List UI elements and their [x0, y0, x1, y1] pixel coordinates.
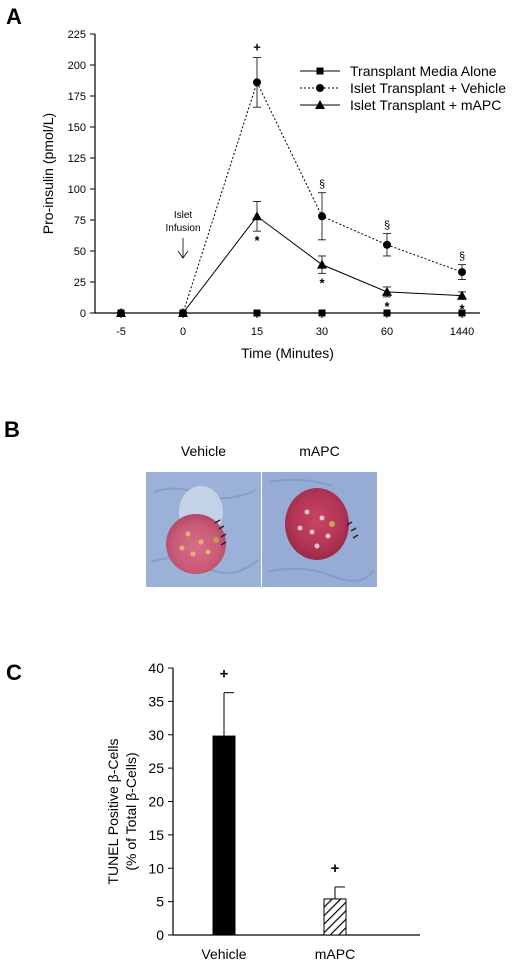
annotation-star: *: [319, 275, 325, 290]
y-tick-label: 35: [148, 693, 164, 709]
data-point-triangle: [116, 308, 126, 317]
y-tick-label: 0: [80, 308, 86, 320]
y-tick-label: 15: [148, 827, 164, 843]
data-point-square: [383, 309, 391, 317]
annotation-plus: +: [253, 40, 261, 55]
x-tick-label: 30: [316, 326, 328, 338]
data-point-circle: [383, 240, 391, 249]
x-tick-label: 15: [251, 326, 263, 338]
y-axis-label-line2: (% of Total β-Cells): [123, 752, 139, 870]
data-point-triangle: [457, 290, 467, 300]
y-tick-label: 10: [148, 860, 164, 876]
data-point-triangle: [252, 211, 262, 221]
x-tick-label: 60: [381, 326, 393, 338]
y-tick-label: 100: [68, 184, 86, 196]
y-tick-label: 5: [156, 894, 164, 910]
legend-marker-triangle: [315, 100, 325, 109]
y-tick-label: 75: [74, 215, 86, 227]
data-point-square: [458, 309, 466, 317]
legend-marker-square: [316, 67, 324, 75]
micrograph-vehicle-label: Vehicle: [180, 443, 227, 459]
infusion-arrow-head: [177, 250, 189, 259]
annotation-plus: +: [331, 860, 340, 877]
y-tick-label: 50: [74, 246, 86, 258]
micrograph-mapc-label: mAPC: [299, 443, 340, 459]
y-tick-label: 125: [68, 153, 86, 165]
x-tick-label: 1440: [450, 326, 474, 338]
x-axis-label: Time (Minutes): [241, 345, 334, 361]
x-category-label: mAPC: [315, 946, 355, 962]
bar-mapc: [323, 898, 347, 936]
panel-b-letter: B: [4, 417, 20, 442]
y-tick-label: 0: [156, 927, 164, 943]
x-tick-label: -5: [116, 326, 126, 338]
annotation-star: *: [459, 301, 465, 316]
legend-label: Islet Transplant + Vehicle: [350, 80, 506, 96]
y-axis-label: Pro-insulin (pmol/L): [40, 113, 56, 234]
data-point-triangle: [317, 259, 327, 269]
y-tick-label: 225: [68, 29, 86, 41]
bar-vehicle: [212, 735, 236, 936]
annotation-star: *: [254, 233, 260, 248]
y-tick-label: 30: [148, 727, 164, 743]
y-tick-label: 200: [68, 60, 86, 72]
chart-a-proinsulin: 0 25 50 75 100 125 150 175 200 225 -5 0 15 30 60 1440 Ti…: [40, 29, 506, 361]
data-point-circle: [458, 268, 466, 277]
annotation-star: *: [384, 299, 390, 314]
annotation-section: §: [459, 251, 465, 263]
micrograph-mapc-image: [262, 472, 377, 587]
legend-label: Islet Transplant + mAPC: [350, 97, 501, 113]
y-tick-label: 40: [148, 660, 164, 676]
data-point-circle: [318, 212, 326, 221]
legend-label: Transplant Media Alone: [350, 63, 497, 79]
annotation-section: §: [319, 179, 325, 191]
y-tick-label: 20: [148, 794, 164, 810]
y-axis-label-line1: TUNEL Positive β-Cells: [105, 738, 121, 884]
panel-c-letter: C: [6, 660, 22, 685]
y-tick-label: 150: [68, 122, 86, 134]
y-tick-label: 25: [74, 277, 86, 289]
annotation-plus: +: [220, 666, 229, 683]
annotation-section: §: [384, 220, 390, 232]
y-tick-label: 25: [148, 760, 164, 776]
micrograph-vehicle-image: [146, 472, 261, 587]
arrow-label: Infusion: [165, 223, 200, 234]
data-point-circle: [253, 78, 261, 87]
arrow-label: Islet: [174, 210, 193, 221]
data-point-square: [253, 309, 261, 317]
y-tick-label: 175: [68, 91, 86, 103]
data-point-square: [318, 309, 326, 317]
data-point-triangle: [178, 308, 188, 317]
data-point-triangle: [382, 286, 392, 296]
x-category-label: Vehicle: [201, 946, 246, 962]
series-line-2: [121, 215, 463, 314]
x-tick-label: 0: [180, 326, 186, 338]
series-line-1: [121, 81, 463, 314]
panel-a-letter: A: [6, 4, 22, 29]
legend-marker-circle: [316, 84, 324, 92]
